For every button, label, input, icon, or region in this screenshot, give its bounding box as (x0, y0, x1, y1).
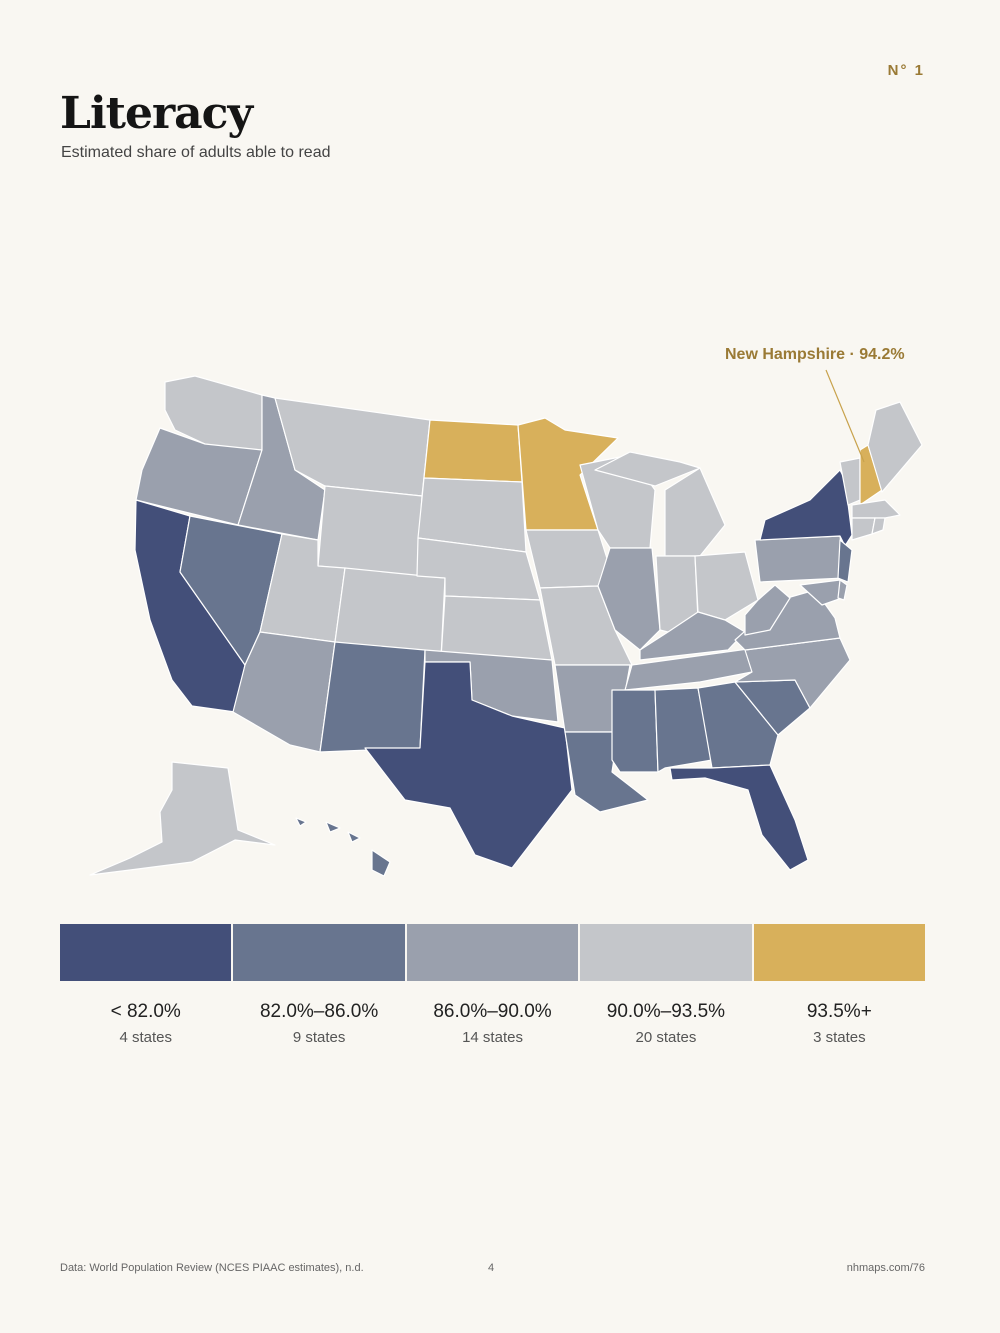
legend-swatch (753, 924, 926, 981)
state-me (867, 401, 923, 493)
state-pa (754, 535, 846, 583)
state-mi-up (594, 451, 701, 487)
legend-swatch (233, 924, 405, 981)
legend-item: 90.0%–93.5% 20 states (580, 924, 752, 1046)
state-mi (664, 467, 726, 557)
state-nd (423, 419, 523, 483)
legend-item: 93.5%+ 3 states (753, 924, 926, 1046)
state-nj (837, 539, 853, 583)
state-ct (851, 517, 876, 541)
state-wv (744, 584, 791, 636)
footer-page-number: 4 (488, 1262, 495, 1274)
state-wy (317, 485, 423, 577)
state-ri (871, 517, 886, 535)
state-ks (440, 595, 553, 661)
legend-range-label: 90.0%–93.5% (606, 1001, 726, 1022)
footer-url: nhmaps.com/76 (846, 1262, 925, 1274)
legend-item: < 82.0% 4 states (60, 924, 232, 1046)
legend-item: 86.0%–90.0% 14 states (406, 924, 579, 1046)
state-nm (319, 641, 426, 753)
map-legend: < 82.0% 4 states 82.0%–86.0% 9 states 86… (60, 924, 926, 1046)
legend-swatch (60, 924, 232, 981)
state-ms (611, 689, 659, 773)
legend-item: 82.0%–86.0% 9 states (233, 924, 405, 1046)
state-fl (669, 764, 809, 871)
state-ak (89, 761, 276, 876)
footer-source: Data: World Population Review (NCES PIAA… (60, 1262, 364, 1274)
legend-swatch (406, 924, 579, 981)
legend-range-label: < 82.0% (110, 1001, 181, 1022)
legend-range-label: 93.5%+ (806, 1001, 872, 1022)
state-ky (639, 611, 746, 661)
state-de (837, 579, 848, 601)
state-nc (734, 637, 851, 709)
us-choropleth-map (89, 369, 923, 877)
state-ga (697, 681, 779, 769)
page-number-badge: N° 1 (887, 62, 925, 79)
state-mo (539, 585, 633, 666)
state-tn (624, 647, 756, 691)
legend-count-label: 3 states (813, 1029, 866, 1046)
state-tx (364, 661, 573, 869)
legend-count-label: 20 states (635, 1029, 697, 1046)
state-ma (851, 499, 901, 519)
state-ia (525, 529, 611, 589)
state-hi (295, 817, 391, 877)
legend-range-label: 82.0%–86.0% (259, 1001, 379, 1022)
state-oh (694, 551, 759, 621)
highlight-callout-label: New Hampshire · 94.2% (725, 346, 905, 363)
callout-leader-line (825, 369, 865, 463)
legend-count-label: 4 states (119, 1029, 172, 1046)
page-title: Literacy (60, 88, 253, 139)
legend-swatch (580, 924, 752, 981)
state-al (654, 687, 713, 773)
legend-count-label: 9 states (292, 1029, 346, 1046)
page-subtitle: Estimated share of adults able to read (61, 144, 331, 161)
legend-range-label: 86.0%–90.0% (433, 1001, 552, 1022)
state-ny (759, 469, 853, 547)
legend-count-label: 14 states (462, 1029, 523, 1046)
